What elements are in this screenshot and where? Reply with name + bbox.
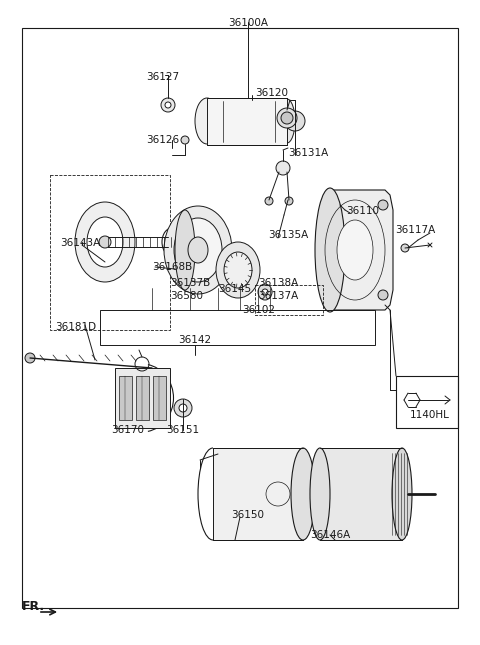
Text: 36142: 36142 (179, 335, 212, 345)
Ellipse shape (310, 448, 330, 540)
Ellipse shape (378, 200, 388, 210)
Bar (320, 448, 402, 540)
Ellipse shape (401, 244, 409, 252)
Ellipse shape (279, 99, 295, 143)
Bar (213, 448, 303, 540)
Text: 36126: 36126 (146, 135, 180, 145)
Bar (119, 376, 132, 420)
Ellipse shape (285, 197, 293, 205)
Text: 36135A: 36135A (268, 230, 308, 240)
Bar (213, 448, 303, 540)
Bar (207, 98, 287, 145)
Bar (22, 28, 458, 608)
Ellipse shape (164, 206, 232, 294)
Ellipse shape (179, 404, 187, 412)
Text: 36150: 36150 (231, 510, 264, 520)
Text: 36137B: 36137B (170, 278, 210, 288)
Bar (153, 376, 166, 420)
Text: 36117A: 36117A (395, 225, 435, 235)
Ellipse shape (315, 188, 345, 312)
Text: 36138A: 36138A (258, 278, 298, 288)
Ellipse shape (99, 236, 111, 248)
Ellipse shape (265, 197, 273, 205)
Ellipse shape (277, 108, 297, 128)
Text: 36120: 36120 (255, 88, 288, 98)
Text: 36146A: 36146A (310, 530, 350, 540)
Text: 36137A: 36137A (258, 291, 298, 301)
Text: 1140HL: 1140HL (410, 410, 450, 420)
Ellipse shape (281, 112, 293, 124)
Text: 36143A: 36143A (60, 238, 100, 248)
Text: 36580: 36580 (170, 291, 203, 301)
Text: 36102: 36102 (242, 305, 275, 315)
Ellipse shape (262, 289, 268, 295)
Ellipse shape (175, 210, 195, 290)
Bar (207, 98, 287, 145)
Ellipse shape (174, 218, 222, 282)
Ellipse shape (174, 399, 192, 417)
Ellipse shape (224, 252, 252, 288)
Ellipse shape (165, 102, 171, 108)
Bar (115, 368, 170, 428)
Text: 36170: 36170 (111, 425, 144, 435)
Text: 36181D: 36181D (55, 322, 96, 332)
Ellipse shape (378, 290, 388, 300)
Text: 36127: 36127 (146, 72, 180, 82)
PathPatch shape (330, 190, 393, 310)
Ellipse shape (195, 98, 219, 144)
Ellipse shape (188, 237, 208, 263)
Bar (396, 376, 458, 428)
Ellipse shape (181, 136, 189, 144)
Text: FR.: FR. (22, 600, 45, 613)
Bar (255, 285, 323, 315)
Ellipse shape (161, 98, 175, 112)
Text: 36168B: 36168B (152, 262, 192, 272)
Bar (136, 376, 149, 420)
Ellipse shape (392, 448, 412, 540)
Bar (320, 448, 402, 540)
Ellipse shape (216, 242, 260, 298)
Ellipse shape (87, 217, 123, 267)
Text: 36145: 36145 (218, 284, 251, 294)
Bar (50, 175, 170, 330)
Bar (100, 310, 375, 345)
Text: 36110: 36110 (346, 206, 379, 216)
Ellipse shape (276, 161, 290, 175)
Ellipse shape (285, 111, 305, 131)
Ellipse shape (291, 448, 315, 540)
Text: 36131A: 36131A (288, 148, 328, 158)
Ellipse shape (337, 220, 373, 280)
Ellipse shape (25, 353, 35, 363)
Ellipse shape (75, 202, 135, 282)
Text: 36151: 36151 (167, 425, 200, 435)
Text: 36100A: 36100A (228, 18, 268, 28)
Ellipse shape (258, 284, 272, 300)
